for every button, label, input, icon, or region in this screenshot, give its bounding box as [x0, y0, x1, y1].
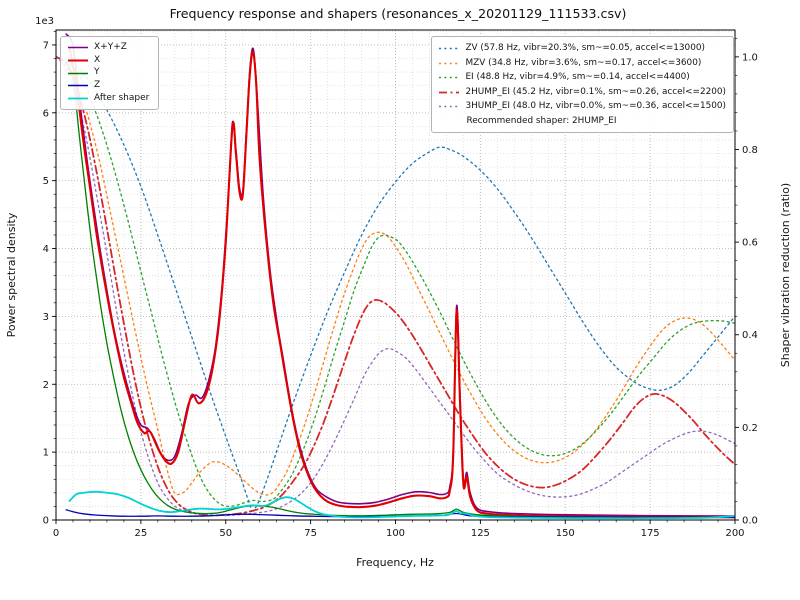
legend-label: X+Y+Z: [94, 42, 127, 52]
plot-area: 0 25 50 75 100 125 150 175 200 0 1 2 3 4 5 6 7 0.0 0.2 0.4 0…: [43, 29, 758, 539]
legend-label: ZV (57.8 Hz, vibr=20.3%, sm~=0.05, accel…: [465, 43, 705, 53]
legend-line-icon: [439, 48, 460, 50]
legend-label: After shaper: [94, 92, 150, 103]
x-axis-label: Frequency, Hz: [356, 556, 434, 569]
legend-psd-items: X+Y+Z X Y Z After shaper: [67, 42, 151, 104]
legend-item-2hump-ei: 2HUMP_EI (45.2 Hz, vibr=0.1%, sm~=0.26, …: [438, 86, 726, 100]
legend-line-icon: [439, 77, 460, 79]
legend-label: 2HUMP_EI (45.2 Hz, vibr=0.1%, sm~=0.26, …: [465, 86, 726, 97]
x-tick-label: 50: [219, 528, 232, 539]
y-left-tick-label: 4: [43, 244, 49, 255]
legend-line-icon: [439, 106, 460, 108]
x-tick-label: 150: [556, 528, 575, 539]
legend-label: X: [94, 54, 101, 65]
x-tick-label: 100: [386, 528, 405, 539]
y-axis-label-left: Power spectral density: [5, 212, 18, 337]
legend-label: Z: [94, 80, 101, 91]
y-left-tick-label: 0: [43, 516, 49, 527]
legend-line-icon: [68, 59, 88, 62]
series-after-shaper: [68, 490, 735, 520]
legend-item-x: X: [67, 55, 151, 67]
series-ei: [56, 56, 735, 507]
x-tick-label: 175: [641, 528, 660, 539]
series-x: [68, 47, 735, 519]
legend-line-icon: [68, 72, 88, 74]
legend-line-icon: [439, 62, 460, 65]
legend-item-ei: EI (48.8 Hz, vibr=4.9%, sm~=0.14, accel<…: [438, 71, 726, 85]
legend-shaper-items: ZV (57.8 Hz, vibr=20.3%, sm~=0.05, accel…: [438, 42, 726, 114]
legend-label: MZV (34.8 Hz, vibr=3.6%, sm~=0.17, accel…: [465, 57, 702, 68]
y-left-tick-label: 5: [43, 176, 49, 187]
y-left-tick-label: 1: [43, 448, 49, 459]
legend-recommendation: Recommended shaper: 2HUMP_EI: [466, 115, 617, 126]
series-mzv: [56, 56, 735, 496]
x-tick-label: 0: [53, 528, 59, 539]
chart-title: Frequency response and shapers (resonanc…: [169, 6, 627, 21]
x-tick-label: 200: [725, 528, 744, 539]
legend-label: 3HUMP_EI (48.0 Hz, vibr=0.0%, sm~=0.36, …: [465, 101, 726, 112]
legend-label: EI (48.8 Hz, vibr=4.9%, sm~=0.14, accel<…: [465, 72, 690, 83]
legend-item-z: Z: [67, 80, 151, 92]
legend-item-3hump-ei: 3HUMP_EI (48.0 Hz, vibr=0.0%, sm~=0.36, …: [438, 100, 726, 114]
legend-line-icon: [68, 97, 88, 100]
y-right-tick-label: 0.8: [742, 145, 758, 156]
y-left-tick-label: 3: [43, 312, 49, 323]
series-2hump-ei: [56, 56, 735, 517]
legend-label: Y: [94, 67, 100, 78]
legend-item-mzv: MZV (34.8 Hz, vibr=3.6%, sm~=0.17, accel…: [438, 57, 726, 71]
legend-item-zv: ZV (57.8 Hz, vibr=20.3%, sm~=0.05, accel…: [438, 42, 726, 56]
y-left-tick-label: 6: [43, 108, 49, 119]
legend-item-y: Y: [67, 67, 151, 79]
axis-offset-label: 1e3: [35, 16, 54, 27]
y-right-tick-label: 1.0: [742, 52, 758, 63]
series-zv: [56, 56, 735, 512]
legend-line-icon: [439, 91, 460, 94]
series-3hump-ei: [56, 56, 735, 517]
y-axis-label-right: Shaper vibration reduction (ratio): [779, 183, 792, 367]
legend-item-xyz-sum: X+Y+Z: [67, 42, 151, 54]
x-tick-label: 125: [471, 528, 490, 539]
y-right-tick-label: 0.0: [742, 516, 758, 527]
y-right-tick-label: 0.6: [742, 238, 758, 249]
y-right-tick-label: 0.2: [742, 423, 758, 434]
legend-line-icon: [68, 47, 88, 49]
y-left-tick-label: 2: [43, 380, 49, 391]
y-left-tick-label: 7: [43, 40, 49, 51]
legend-psd: X+Y+Z X Y Z After shaper: [60, 36, 159, 111]
x-tick-label: 75: [304, 528, 317, 539]
y-right-tick-label: 0.4: [742, 330, 758, 341]
legend-item-after-shaper: After shaper: [67, 93, 151, 105]
legend-shapers: ZV (57.8 Hz, vibr=20.3%, sm~=0.05, accel…: [431, 36, 734, 134]
legend-line-icon: [68, 85, 88, 87]
x-tick-label: 25: [135, 528, 148, 539]
